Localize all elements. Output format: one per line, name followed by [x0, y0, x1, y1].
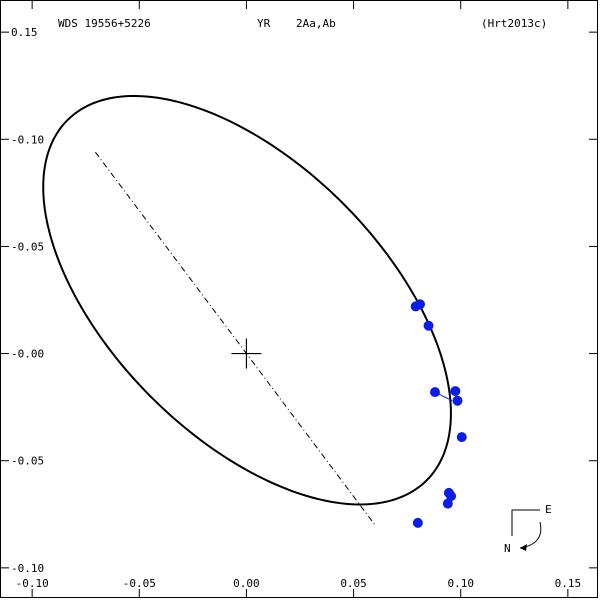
x-tick-label: -0.05 — [123, 577, 156, 590]
x-tick-label: -0.10 — [16, 577, 49, 590]
orbit-ellipse — [42, 94, 452, 506]
header-components: 2Aa,Ab — [296, 17, 336, 30]
y-tick-label: -0.00 — [11, 348, 44, 361]
observation-point — [412, 517, 423, 528]
x-tick-label: 0.15 — [555, 577, 582, 590]
x-tick-label: 0.10 — [447, 577, 474, 590]
line-of-nodes — [94, 151, 376, 526]
observation-point — [450, 386, 461, 397]
observation-point — [423, 320, 434, 331]
orientation-compass: E N — [504, 503, 552, 555]
compass-rotation-arrow — [519, 521, 542, 549]
y-tick-label: -0.05 — [11, 240, 44, 253]
x-tick-label: 0.05 — [340, 577, 367, 590]
x-tick-label: 0.00 — [233, 577, 260, 590]
primary-star-marker — [231, 338, 262, 369]
axis-tick-labels: -0.10 -0.05 0.00 0.05 0.10 0.15 0.15 -0.10 -0.05… — [11, 26, 581, 590]
observation-point — [415, 299, 425, 310]
header-reference: (Hrt2013c) — [481, 17, 547, 30]
observation-point — [442, 498, 453, 509]
compass-north-label: N — [504, 542, 511, 555]
observation-point — [456, 432, 467, 443]
y-tick-label: -0.10 — [11, 133, 44, 146]
compass-arrow-head — [520, 544, 527, 551]
header-author: YR — [257, 17, 271, 30]
observation-points — [410, 299, 467, 528]
observation-point — [430, 387, 440, 398]
header-wds-id: WDS 19556+5226 — [58, 17, 151, 30]
observation-point — [452, 395, 463, 406]
compass-east-label: E — [545, 503, 552, 516]
compass-east-arm — [511, 509, 540, 536]
y-tick-label: -0.10 — [11, 562, 44, 575]
y-tick-label: -0.05 — [11, 455, 44, 468]
y-tick-label: 0.15 — [11, 26, 38, 39]
